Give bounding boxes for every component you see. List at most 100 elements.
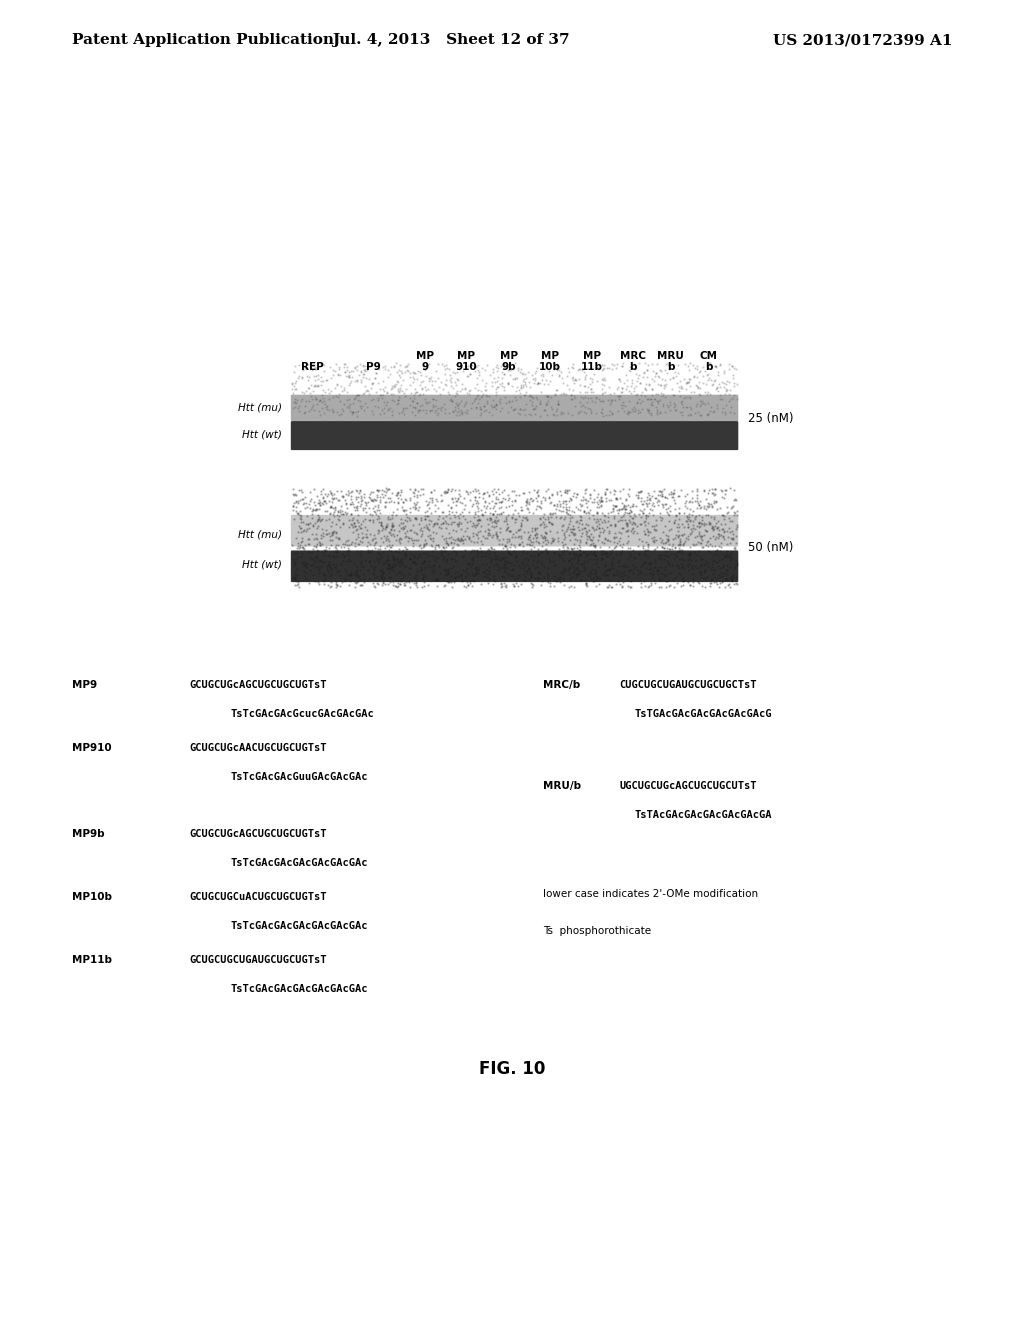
Point — [289, 565, 305, 586]
Point — [647, 383, 664, 404]
Point — [323, 560, 339, 581]
Point — [591, 389, 607, 411]
Point — [547, 383, 563, 404]
Point — [605, 527, 622, 548]
Point — [688, 525, 705, 546]
Point — [356, 359, 373, 380]
Point — [366, 564, 382, 585]
Point — [593, 540, 609, 561]
Point — [308, 546, 325, 568]
Point — [338, 504, 354, 525]
Point — [546, 565, 562, 586]
Point — [516, 374, 532, 395]
Point — [408, 508, 424, 529]
Point — [397, 536, 414, 557]
Point — [393, 552, 410, 573]
Point — [347, 528, 364, 549]
Point — [559, 479, 575, 500]
Point — [529, 546, 546, 568]
Point — [513, 510, 529, 531]
Point — [416, 516, 432, 537]
Point — [573, 523, 590, 544]
Point — [378, 393, 394, 414]
Point — [479, 566, 496, 587]
Point — [413, 537, 429, 558]
Point — [355, 400, 372, 421]
Point — [609, 385, 626, 407]
Point — [472, 399, 488, 420]
Point — [408, 523, 424, 544]
Point — [287, 379, 303, 400]
Point — [578, 403, 594, 424]
Point — [544, 399, 560, 420]
Point — [700, 535, 717, 556]
Point — [612, 510, 629, 531]
Point — [606, 527, 623, 548]
Point — [539, 541, 555, 562]
Point — [571, 381, 588, 403]
Point — [570, 359, 587, 380]
Point — [564, 358, 581, 379]
Point — [297, 486, 313, 507]
Point — [566, 396, 583, 417]
Point — [722, 576, 738, 597]
Point — [617, 502, 634, 523]
Point — [597, 529, 613, 550]
Point — [440, 535, 457, 556]
Point — [442, 508, 459, 529]
Point — [378, 479, 394, 500]
Point — [672, 370, 688, 391]
Point — [522, 384, 539, 405]
Point — [611, 531, 628, 552]
Point — [389, 492, 406, 513]
Point — [586, 508, 602, 529]
Point — [657, 374, 674, 395]
Point — [470, 479, 486, 500]
Point — [636, 490, 652, 511]
Point — [599, 545, 615, 566]
Point — [604, 577, 621, 598]
Point — [347, 564, 364, 585]
Point — [523, 391, 540, 412]
Point — [562, 537, 579, 558]
Point — [710, 556, 726, 577]
Point — [402, 549, 419, 570]
Point — [285, 484, 301, 506]
Point — [678, 387, 694, 408]
Point — [319, 574, 336, 595]
Point — [620, 561, 636, 582]
Point — [591, 490, 607, 511]
Point — [426, 378, 442, 399]
Point — [375, 356, 391, 378]
Point — [631, 503, 647, 524]
Point — [366, 576, 382, 597]
Point — [551, 366, 567, 387]
Point — [682, 405, 698, 426]
Point — [461, 380, 477, 401]
Point — [577, 541, 593, 562]
Point — [543, 387, 559, 408]
Point — [667, 537, 683, 558]
Point — [615, 553, 632, 574]
Text: MP9b: MP9b — [72, 829, 104, 838]
Point — [728, 504, 744, 525]
Point — [568, 558, 585, 579]
Point — [596, 375, 612, 396]
Point — [532, 372, 549, 393]
Point — [680, 513, 696, 535]
Point — [718, 395, 734, 416]
Point — [525, 399, 542, 420]
Point — [306, 535, 323, 556]
Point — [406, 529, 422, 550]
Point — [430, 403, 446, 424]
Point — [604, 389, 621, 411]
Point — [680, 371, 696, 392]
Point — [399, 570, 416, 591]
Point — [285, 479, 301, 500]
Point — [337, 362, 353, 383]
Point — [547, 554, 563, 576]
Point — [549, 570, 565, 591]
Point — [562, 507, 579, 528]
Point — [446, 372, 463, 393]
Point — [434, 352, 451, 374]
